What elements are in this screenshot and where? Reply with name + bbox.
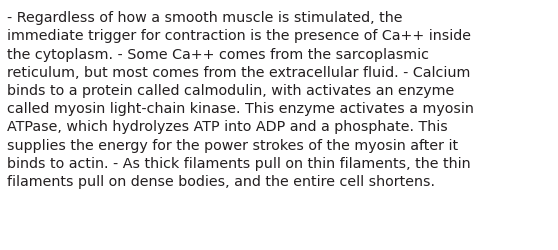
Text: - Regardless of how a smooth muscle is stimulated, the
immediate trigger for con: - Regardless of how a smooth muscle is s… (7, 11, 474, 188)
